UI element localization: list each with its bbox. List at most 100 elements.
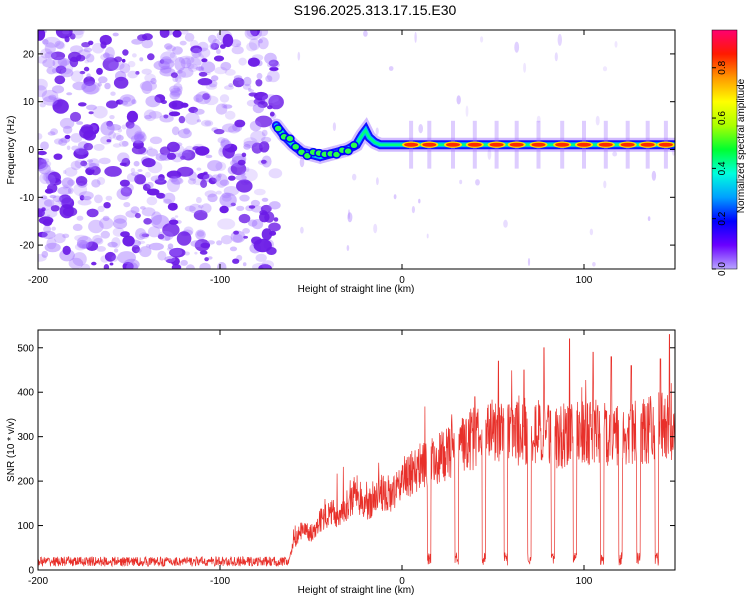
noise-blob	[141, 68, 152, 75]
noise-blob	[88, 111, 94, 115]
noise-blob	[191, 52, 205, 66]
noise-blob	[54, 233, 66, 244]
noise-blob	[143, 218, 152, 225]
noise-blob	[146, 196, 158, 206]
noise-blob	[147, 53, 155, 61]
noise-blob	[100, 230, 111, 239]
noise-blob	[73, 182, 88, 197]
noise-blob	[148, 111, 162, 119]
noise-blob	[54, 75, 66, 85]
noise-blob	[207, 256, 213, 260]
noise-blob	[248, 205, 256, 209]
signal-track	[269, 117, 675, 169]
noise-blob	[153, 60, 170, 71]
noise-blob	[75, 54, 86, 62]
noise-blob	[133, 133, 143, 141]
noise-speck	[592, 262, 596, 267]
noise-blob	[196, 119, 201, 123]
noise-blob	[230, 159, 238, 167]
noise-blob	[166, 177, 181, 193]
noise-blob	[48, 94, 57, 101]
noise-blob	[79, 194, 85, 201]
y-tick-label: -20	[20, 241, 35, 252]
noise-blob	[88, 219, 104, 234]
noise-blob	[68, 257, 84, 269]
noise-speck	[459, 179, 463, 185]
noise-blob	[168, 219, 179, 225]
noise-blob	[174, 70, 187, 79]
noise-blob	[246, 30, 258, 38]
noise-blob	[112, 32, 119, 37]
noise-speck	[647, 216, 651, 222]
noise-blob	[217, 262, 227, 269]
noise-blob	[126, 124, 142, 140]
noise-blob	[131, 38, 143, 45]
track-cell	[290, 142, 301, 152]
noise-blob	[179, 40, 187, 46]
noise-blob	[228, 175, 236, 181]
snr-frame	[37, 329, 676, 571]
noise-blob	[255, 79, 263, 87]
noise-blob	[86, 53, 95, 63]
noise-blob	[196, 167, 202, 171]
noise-blob	[83, 83, 99, 95]
noise-blob	[184, 205, 196, 212]
noise-blob	[43, 199, 55, 207]
noise-speck	[612, 151, 618, 157]
noise-blob	[100, 121, 115, 136]
noise-blob	[252, 103, 265, 114]
noise-blob	[171, 126, 180, 136]
noise-blob	[144, 73, 156, 83]
noise-blob	[139, 80, 157, 91]
noise-blob	[121, 140, 129, 147]
noise-blob	[43, 225, 52, 234]
noise-blob	[113, 214, 128, 224]
noise-blob	[38, 163, 51, 175]
noise-blob	[214, 66, 228, 75]
noise-blob	[232, 234, 243, 243]
noise-blob	[137, 240, 146, 244]
noise-blob	[112, 143, 122, 148]
noise-blob	[180, 30, 189, 35]
noise-blob	[41, 207, 46, 212]
noise-blob	[249, 38, 260, 51]
x-tick-label: -100	[210, 576, 230, 587]
noise-blob	[170, 87, 183, 96]
noise-blob	[103, 202, 111, 209]
noise-blob	[42, 58, 56, 68]
noise-blob	[205, 154, 213, 159]
noise-blob	[130, 167, 136, 173]
noise-blob	[187, 178, 197, 185]
noise-blob	[150, 77, 157, 85]
noise-blob	[184, 145, 194, 154]
noise-blob	[261, 94, 279, 104]
noise-blob	[69, 33, 76, 40]
noise-blob	[242, 83, 252, 90]
noise-blob	[260, 159, 267, 164]
noise-blob	[160, 65, 172, 74]
noise-blob	[251, 142, 265, 149]
noise-blob	[92, 105, 108, 119]
noise-blob	[39, 102, 46, 108]
noise-blob	[221, 103, 228, 109]
noise-speck	[414, 31, 417, 43]
noise-blob	[259, 210, 268, 216]
noise-blob	[122, 100, 128, 106]
noise-blob	[67, 187, 74, 195]
noise-blob	[75, 176, 88, 186]
y-tick-label: 20	[23, 49, 35, 60]
noise-blob	[38, 157, 47, 170]
noise-blob	[245, 167, 250, 172]
noise-blob	[130, 206, 140, 214]
noise-blob	[171, 175, 182, 185]
noise-blob	[199, 250, 208, 255]
noise-blob	[243, 76, 252, 87]
noise-blob	[40, 158, 47, 163]
noise-blob	[182, 148, 189, 154]
noise-speck	[614, 41, 618, 48]
noise-blob	[233, 230, 240, 235]
noise-blob	[59, 194, 72, 204]
noise-blob	[171, 177, 184, 185]
noise-blob	[177, 70, 183, 74]
noise-blob	[216, 190, 222, 195]
